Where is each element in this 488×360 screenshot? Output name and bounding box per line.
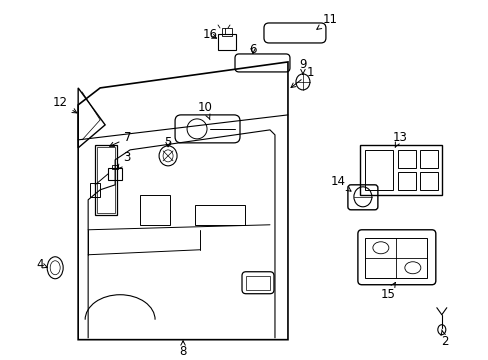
Text: 7: 7: [109, 131, 132, 147]
Text: 12: 12: [53, 96, 77, 113]
Text: 2: 2: [440, 330, 447, 348]
Text: 10: 10: [197, 102, 212, 120]
Text: 4: 4: [37, 258, 47, 271]
Text: 3: 3: [118, 151, 130, 169]
Text: 11: 11: [316, 13, 337, 30]
Text: 15: 15: [380, 283, 394, 301]
Text: 9: 9: [299, 58, 306, 74]
Text: 16: 16: [202, 28, 217, 41]
Text: 6: 6: [249, 44, 256, 57]
Text: 8: 8: [179, 341, 186, 358]
Text: 14: 14: [330, 175, 350, 191]
Text: 1: 1: [290, 67, 313, 87]
Text: 13: 13: [391, 131, 407, 147]
Text: 5: 5: [164, 136, 171, 149]
